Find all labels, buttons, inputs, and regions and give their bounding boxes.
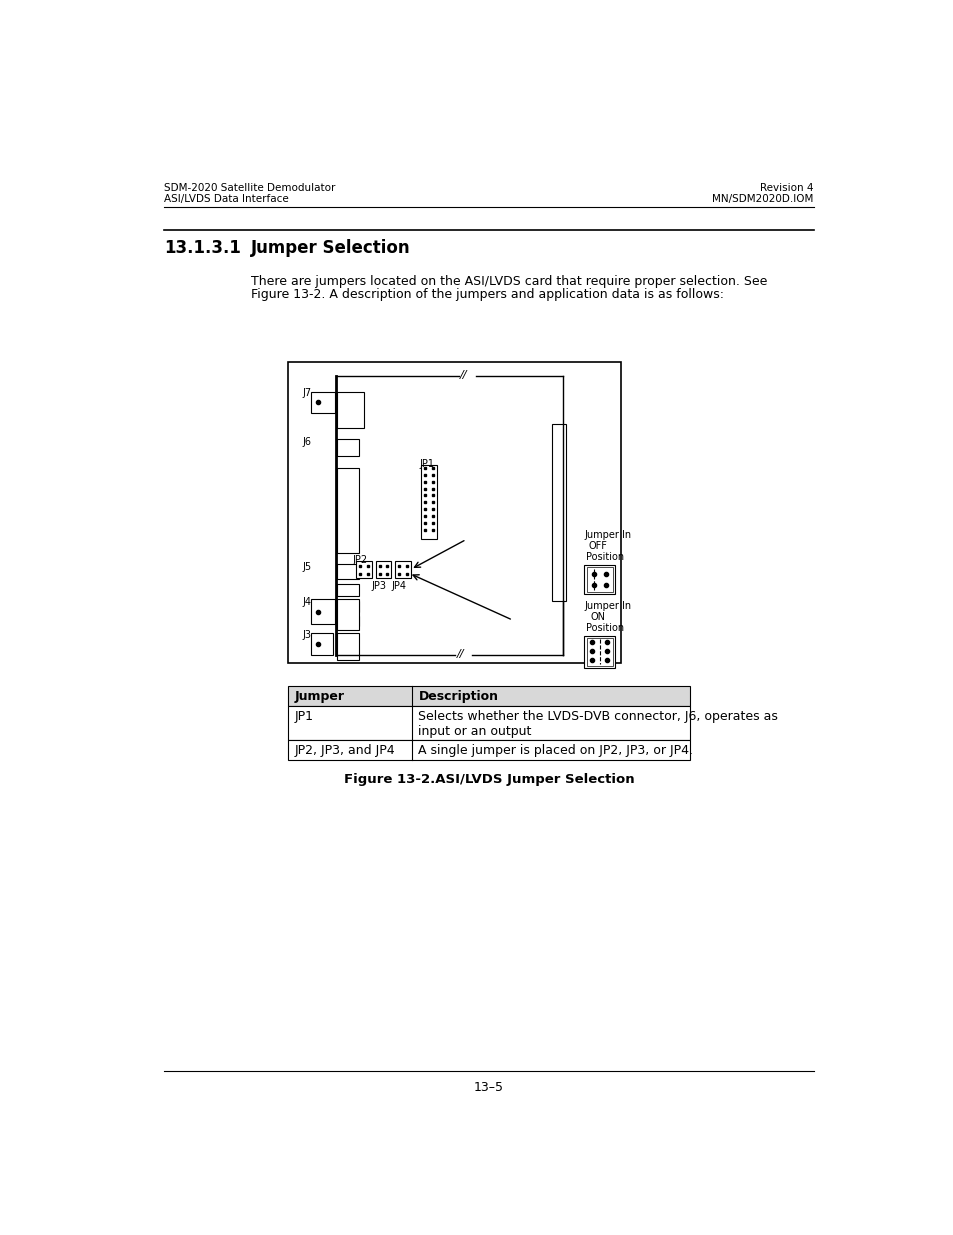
Bar [395,561,410,578]
Bar [551,424,565,601]
Bar [336,584,358,597]
Bar [356,561,372,578]
Bar [336,634,358,661]
Text: Position: Position [585,552,623,562]
Bar [311,391,335,412]
Bar [586,638,612,666]
Text: JP4: JP4 [391,580,406,590]
Text: Figure 13-2.ASI/LVDS Jumper Selection: Figure 13-2.ASI/LVDS Jumper Selection [343,773,634,787]
Text: JP2: JP2 [353,555,367,564]
Text: Description: Description [418,690,497,703]
Text: 13–5: 13–5 [474,1082,503,1094]
Text: Figure 13-2. A description of the jumpers and application data is as follows:: Figure 13-2. A description of the jumper… [251,288,723,300]
Bar [336,616,358,626]
Text: //: // [459,370,467,380]
Bar [336,440,358,456]
Text: 13.1.3.1: 13.1.3.1 [164,240,241,257]
Bar [336,391,364,429]
Text: J4: J4 [302,597,311,608]
Text: Jumper In: Jumper In [583,601,631,611]
Text: MN/SDM2020D.IOM: MN/SDM2020D.IOM [712,194,813,205]
Bar [311,599,335,624]
Bar [288,740,689,760]
Text: J7: J7 [302,388,311,398]
Text: Revision 4: Revision 4 [760,183,813,193]
Bar [288,362,620,662]
Text: Selects whether the LVDS-DVB connector, J6, operates as
input or an output: Selects whether the LVDS-DVB connector, … [418,710,778,739]
Text: JP1: JP1 [294,710,314,724]
Text: SDM-2020 Satellite Demodulator: SDM-2020 Satellite Demodulator [164,183,335,193]
Bar [421,464,436,538]
Text: OFF: OFF [587,541,606,551]
Text: Jumper Selection: Jumper Selection [251,240,410,257]
Text: JP1: JP1 [418,459,434,469]
Bar [583,636,615,668]
Bar [336,468,358,553]
Bar [375,561,391,578]
Text: Position: Position [585,622,623,632]
Text: J5: J5 [302,562,311,572]
Bar [583,564,615,594]
Bar [336,599,358,630]
Bar [288,685,689,705]
Text: JP2, JP3, and JP4: JP2, JP3, and JP4 [294,745,395,757]
Text: J6: J6 [302,437,311,447]
Bar [586,567,612,592]
Text: Jumper: Jumper [294,690,344,703]
Text: //: // [456,650,463,659]
Bar [336,564,358,579]
Bar [336,601,358,611]
Text: J3: J3 [302,630,311,640]
Bar [288,705,689,740]
Text: A single jumper is placed on JP2, JP3, or JP4.: A single jumper is placed on JP2, JP3, o… [418,745,693,757]
Bar [311,634,333,655]
Text: JP3: JP3 [372,580,387,590]
Text: ASI/LVDS Data Interface: ASI/LVDS Data Interface [164,194,289,205]
Text: There are jumpers located on the ASI/LVDS card that require proper selection. Se: There are jumpers located on the ASI/LVD… [251,275,766,288]
Text: Jumper In: Jumper In [583,530,631,540]
Text: ON: ON [590,611,605,621]
